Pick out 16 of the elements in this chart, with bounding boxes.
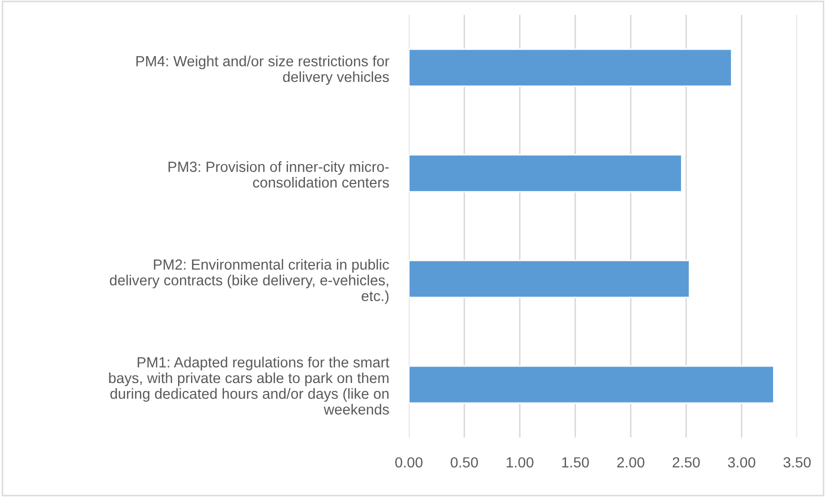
y-tick-label: PM2: Environmental criteria in public delivery contracts (bike delivery, e-vehicles, etc.) xyxy=(110,259,390,304)
y-tick-label: PM4: Weight and/or size restrictions for delivery vehicles xyxy=(136,56,390,85)
x-tick-label: 1.00 xyxy=(506,457,534,468)
bar xyxy=(408,365,774,404)
y-tick-label: PM1: Adapted regulations for the smart bays, with private cars able to park on them during dedicated hours and/or days (like on weekends xyxy=(109,356,390,415)
bar xyxy=(408,260,690,298)
x-tick-label: 0.00 xyxy=(395,457,422,468)
bar xyxy=(408,154,682,193)
x-tick-label: 0.50 xyxy=(450,457,478,468)
x-tick-label: 3.50 xyxy=(783,457,811,468)
y-tick-label: PM3: Provision of inner-city micro- consolidation centers xyxy=(168,161,389,188)
x-tick-label: 2.50 xyxy=(672,457,700,468)
x-tick-label: 1.50 xyxy=(562,457,589,468)
x-tick-label: 2.00 xyxy=(617,457,644,468)
x-tick-label: 3.00 xyxy=(728,457,756,468)
bar xyxy=(408,48,732,87)
